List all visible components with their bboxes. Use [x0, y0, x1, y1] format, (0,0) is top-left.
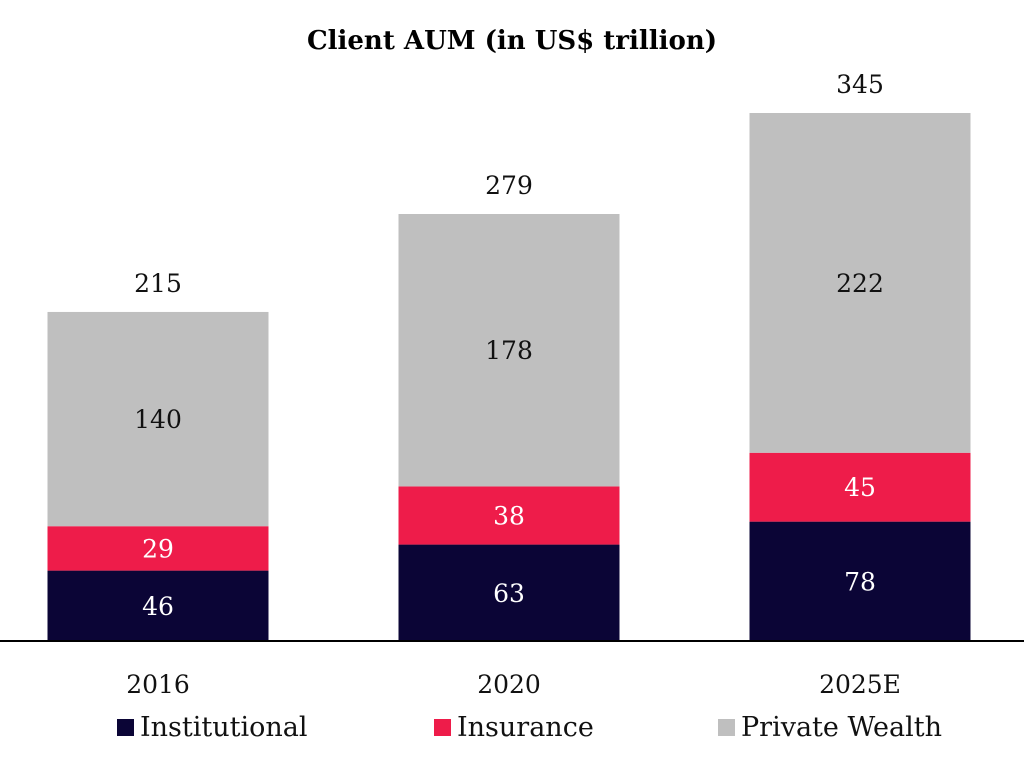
x-tick-label-2025e: 2025E	[819, 670, 901, 699]
data-label-institutional-2020: 63	[493, 579, 525, 608]
data-label-institutional-2016: 46	[142, 592, 174, 621]
legend-label-insurance: Insurance	[457, 712, 594, 743]
chart-title: Client AUM (in US$ trillion)	[306, 26, 718, 56]
data-label-private-wealth-2016: 140	[134, 405, 182, 434]
total-label-2020: 279	[485, 171, 533, 200]
data-label-insurance-2016: 29	[142, 534, 174, 563]
bar-insurance-2025e	[749, 452, 971, 522]
legend-label-institutional: Institutional	[140, 712, 308, 743]
x-tick-label-2020: 2020	[477, 670, 541, 699]
legend-label-private-wealth: Private Wealth	[741, 712, 942, 743]
data-label-institutional-2025e: 78	[844, 567, 876, 596]
data-label-private-wealth-2025e: 222	[836, 269, 884, 298]
bar-private-wealth-2025e	[749, 113, 971, 453]
bar-institutional-2016	[47, 570, 269, 641]
data-label-insurance-2025e: 45	[844, 473, 876, 502]
bar-insurance-2016	[47, 526, 269, 571]
legend-swatch-private-wealth	[718, 719, 735, 736]
legend-swatch-insurance	[434, 719, 451, 736]
total-label-2016: 215	[134, 269, 182, 298]
bar-institutional-2025e	[749, 521, 971, 641]
legend-item-institutional: Institutional	[117, 712, 308, 743]
legend: Institutional Insurance Private Wealth	[0, 712, 1024, 752]
bar-private-wealth-2020	[398, 214, 620, 487]
x-tick-label-2016: 2016	[126, 670, 190, 699]
legend-item-private-wealth: Private Wealth	[718, 712, 942, 743]
bar-private-wealth-2016	[47, 311, 269, 527]
bar-insurance-2020	[398, 486, 620, 545]
total-label-2025e: 345	[836, 70, 884, 99]
legend-swatch-institutional	[117, 719, 134, 736]
bar-institutional-2020	[398, 544, 620, 641]
legend-item-insurance: Insurance	[434, 712, 594, 743]
data-label-insurance-2020: 38	[493, 502, 525, 531]
data-label-private-wealth-2020: 178	[485, 336, 533, 365]
